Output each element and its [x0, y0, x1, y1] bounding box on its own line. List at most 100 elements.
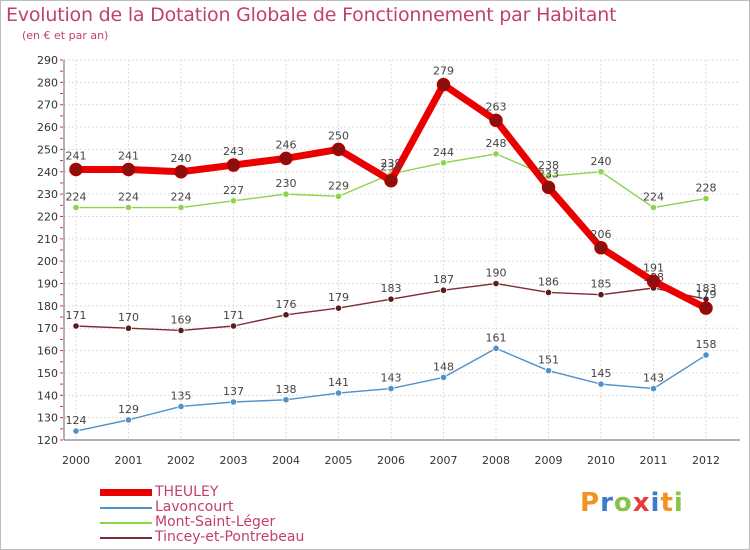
- data-label: 135: [171, 389, 192, 402]
- data-point: [72, 322, 80, 330]
- data-label: 151: [538, 354, 559, 367]
- data-label: 186: [538, 275, 559, 288]
- data-point: [387, 384, 395, 393]
- data-label: 145: [591, 367, 612, 380]
- x-tick-label: 2005: [325, 454, 353, 467]
- legend-label: Tincey-et-Pontrebeau: [155, 529, 305, 545]
- x-tick-label: 2008: [482, 454, 510, 467]
- legend-item: THEULEY: [100, 484, 360, 500]
- data-label: 170: [118, 311, 139, 324]
- x-tick-label: 2011: [640, 454, 668, 467]
- data-label: 224: [171, 191, 192, 204]
- data-label: 190: [486, 267, 507, 280]
- data-label: 224: [643, 191, 664, 204]
- x-tick-label: 2004: [272, 454, 300, 467]
- x-tick-label: 2006: [377, 454, 405, 467]
- y-tick-label: 200: [37, 255, 58, 268]
- data-label: 161: [486, 331, 507, 344]
- data-point: [439, 373, 448, 382]
- data-point: [229, 398, 238, 406]
- data-label: 279: [433, 65, 454, 78]
- data-label: 228: [696, 182, 717, 195]
- y-tick-label: 120: [37, 434, 58, 447]
- data-label: 176: [276, 298, 297, 311]
- y-tick-label: 190: [37, 278, 58, 291]
- legend-swatch: [100, 489, 152, 496]
- y-tick-label: 230: [37, 188, 58, 201]
- y-tick-label: 180: [37, 300, 58, 313]
- legend-label: THEULEY: [155, 484, 219, 500]
- data-label: 158: [696, 338, 717, 351]
- data-point: [177, 326, 185, 335]
- data-point: [439, 159, 448, 167]
- data-point: [334, 304, 343, 312]
- x-tick-label: 2010: [587, 454, 615, 467]
- data-label: 169: [171, 313, 192, 326]
- data-label: 129: [118, 403, 139, 416]
- data-point: [436, 77, 451, 92]
- logo-letter: o: [613, 488, 633, 518]
- y-tick-label: 280: [37, 76, 58, 89]
- data-label: 248: [486, 137, 507, 150]
- data-point: [597, 168, 605, 176]
- data-label: 224: [118, 191, 139, 204]
- data-point: [72, 427, 80, 435]
- data-label: 243: [223, 145, 244, 158]
- data-point: [226, 158, 241, 172]
- data-point: [124, 416, 133, 424]
- data-label: 187: [433, 273, 454, 286]
- x-tick-label: 2009: [535, 454, 563, 467]
- data-point: [702, 194, 710, 203]
- y-tick-label: 290: [37, 54, 58, 67]
- data-point: [489, 113, 503, 128]
- data-point: [702, 351, 710, 359]
- logo-letter: x: [632, 488, 651, 518]
- data-point: [229, 322, 238, 330]
- logo-letter: t: [660, 488, 674, 518]
- data-point: [282, 311, 290, 319]
- data-point: [384, 173, 398, 188]
- data-point: [541, 180, 556, 195]
- data-label: 227: [223, 184, 244, 197]
- data-point: [177, 203, 185, 212]
- data-label: 206: [591, 228, 612, 241]
- data-point: [334, 192, 343, 200]
- data-label: 224: [66, 191, 87, 204]
- x-tick-label: 2002: [167, 454, 195, 467]
- data-point: [439, 286, 448, 294]
- y-tick-label: 150: [37, 367, 58, 380]
- data-point: [282, 396, 290, 404]
- data-label: 241: [66, 150, 87, 163]
- data-point: [597, 380, 605, 388]
- data-label: 233: [538, 167, 559, 180]
- data-label: 238: [538, 159, 559, 172]
- data-point: [174, 165, 188, 179]
- data-label: 143: [643, 372, 664, 385]
- x-tick-label: 2001: [115, 454, 143, 467]
- data-point: [177, 402, 185, 411]
- data-label: 179: [696, 288, 717, 301]
- data-label: 148: [433, 360, 454, 373]
- legend-swatch: [100, 522, 152, 524]
- data-point: [387, 295, 395, 303]
- data-point: [334, 389, 343, 397]
- y-tick-label: 170: [37, 322, 58, 335]
- plot-area: [64, 60, 740, 440]
- data-point: [124, 324, 133, 332]
- data-label: 244: [433, 146, 454, 159]
- data-point: [229, 197, 238, 205]
- data-label: 183: [696, 282, 717, 295]
- data-label: 241: [118, 150, 139, 163]
- data-point: [544, 288, 553, 297]
- data-point: [649, 384, 658, 393]
- data-label: 137: [223, 385, 244, 398]
- x-tick-label: 2003: [220, 454, 248, 467]
- data-label: 171: [223, 309, 244, 322]
- legend-swatch: [100, 537, 152, 539]
- data-label: 143: [381, 372, 402, 385]
- data-label: 141: [328, 376, 349, 389]
- proxiti-logo: Proxiti: [580, 488, 684, 518]
- data-point: [69, 162, 83, 177]
- data-point: [279, 151, 293, 166]
- x-tick-label: 2007: [430, 454, 458, 467]
